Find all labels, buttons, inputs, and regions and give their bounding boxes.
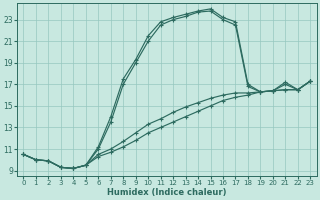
X-axis label: Humidex (Indice chaleur): Humidex (Indice chaleur) — [107, 188, 227, 197]
